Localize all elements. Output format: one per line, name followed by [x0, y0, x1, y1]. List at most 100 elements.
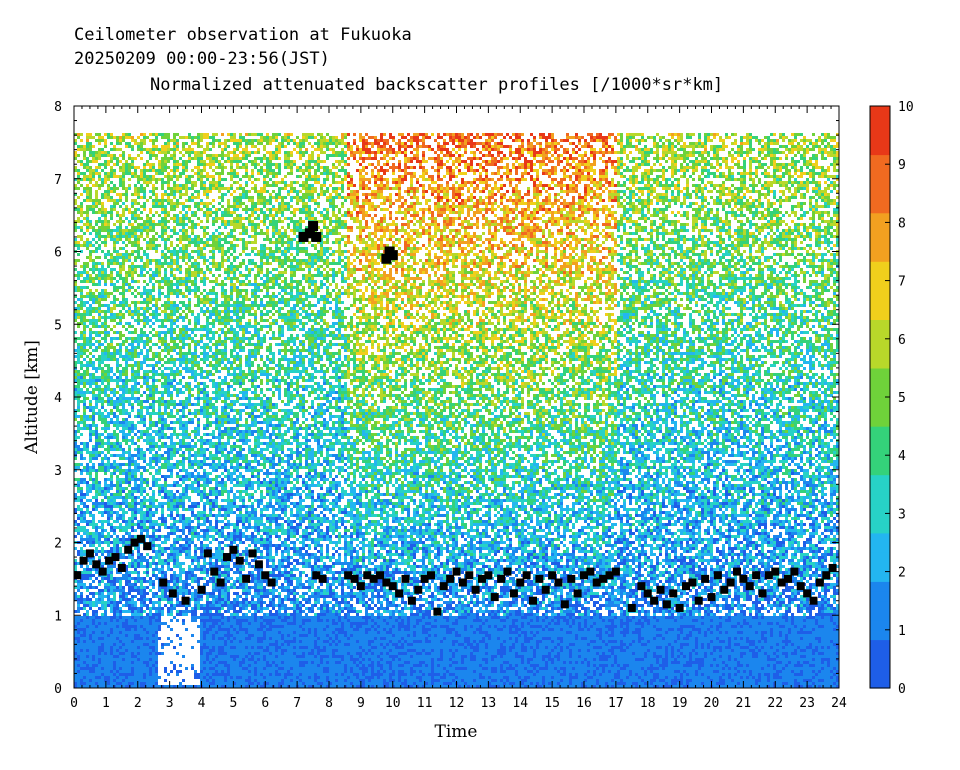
cloud-base-point: [388, 582, 397, 591]
x-tick-label: 4: [198, 696, 206, 711]
x-tick-label: 17: [608, 696, 624, 711]
cloud-base-point: [669, 589, 678, 598]
colorbar-tick-label: 2: [898, 566, 906, 581]
cloud-base-point: [124, 545, 133, 554]
cloud-base-point: [694, 596, 703, 605]
cloud-base-point: [701, 574, 710, 583]
cloud-base-point: [739, 574, 748, 583]
x-tick-label: 16: [576, 696, 592, 711]
colorbar-tick-label: 1: [898, 624, 906, 639]
cloud-base-point: [478, 574, 486, 583]
cloud-base-point: [580, 571, 588, 580]
cloud-base-point: [733, 567, 741, 576]
cloud-base-point: [777, 578, 786, 587]
cloud-base-point: [637, 582, 646, 591]
cloud-base-point: [369, 574, 378, 583]
colorbar-tick-label: 3: [898, 507, 906, 522]
colorbar: 0 1 2 3 4 5 6 7 8 9 10: [869, 100, 914, 697]
x-tick-label: 0: [70, 696, 78, 711]
x-tick-label: 24: [831, 696, 847, 711]
y-tick-label: 5: [54, 318, 62, 333]
colorbar-tick-label: 8: [898, 216, 906, 231]
colorbar-tick-label: 6: [898, 333, 906, 348]
cloud-base-point: [627, 603, 636, 612]
colorbar-tick-label: 7: [898, 275, 906, 290]
cloud-base-point: [573, 589, 582, 598]
cloud-base-point: [713, 571, 722, 580]
cloud-base-point: [567, 574, 576, 583]
cloud-base-point: [318, 574, 327, 583]
x-tick-label: 19: [672, 696, 688, 711]
cloud-base-point: [554, 578, 563, 587]
cloud-base-point: [682, 582, 690, 591]
cloud-base-point: [136, 534, 145, 543]
cloud-base-point: [541, 585, 550, 594]
cloud-base-point: [516, 578, 525, 587]
cloud-base-point: [92, 560, 101, 569]
cloud-base-point: [599, 574, 608, 583]
cloud-base-point: [248, 549, 257, 558]
cloud-base-point: [356, 582, 365, 591]
y-tick-label: 6: [54, 246, 62, 261]
cloud-base-point: [168, 589, 177, 598]
cloud-base-point: [267, 578, 276, 587]
x-tick-label: 10: [385, 696, 401, 711]
x-tick-label: 11: [417, 696, 433, 711]
backscatter-heatmap: 0 1 2 3 4 5 6 7 8 9 10 11 12 13 14 15 16 17 18 19 20 21 22 23 24…: [54, 100, 847, 711]
cloud-base-point: [130, 538, 139, 547]
cloud-base-point: [560, 600, 569, 609]
cloud-base-point: [509, 589, 518, 598]
cloud-base-point: [376, 571, 384, 580]
high-cloud-point: [311, 231, 322, 242]
cloud-base-point: [143, 542, 152, 551]
x-tick-label: 1: [102, 696, 110, 711]
x-tick-label: 13: [481, 696, 497, 711]
cloud-base-point: [535, 574, 544, 583]
x-tick-label: 21: [736, 696, 752, 711]
cloud-base-point: [790, 567, 799, 576]
y-tick-label: 2: [54, 537, 62, 552]
x-tick-label: 22: [767, 696, 783, 711]
cloud-base-point: [235, 556, 244, 565]
cloud-base-point: [74, 571, 82, 580]
x-tick-label: 23: [799, 696, 815, 711]
cloud-base-point: [111, 553, 120, 562]
cloud-base-point: [611, 567, 620, 576]
cloud-base-point: [105, 556, 114, 565]
colorbar-tick-label: 0: [898, 682, 906, 697]
cloud-base-point: [548, 571, 557, 580]
cloud-base-point: [216, 578, 225, 587]
cloud-base-point: [758, 589, 767, 598]
cloud-base-point: [401, 574, 410, 583]
cloud-base-point: [707, 593, 716, 602]
high-cloud-point: [381, 253, 392, 264]
cloud-base-point: [803, 589, 812, 598]
y-tick-label: 4: [54, 391, 62, 406]
cloud-base-point: [223, 553, 231, 562]
heatmap-cells: [74, 133, 839, 688]
cloud-base-point: [98, 567, 107, 576]
cloud-base-point: [605, 571, 614, 580]
cloud-base-point: [458, 578, 467, 587]
cloud-base-point: [796, 582, 805, 591]
x-tick-label: 14: [512, 696, 528, 711]
cloud-base-point: [586, 567, 595, 576]
x-tick-label: 9: [357, 696, 365, 711]
cloud-base-point: [312, 571, 321, 580]
cloud-base-point: [395, 589, 404, 598]
cloud-base-point: [446, 574, 455, 583]
cloud-base-point: [809, 596, 818, 605]
cloud-base-point: [350, 574, 359, 583]
x-tick-label: 8: [325, 696, 333, 711]
cloud-base-point: [344, 571, 353, 580]
cloud-base-point: [363, 571, 372, 580]
cloud-base-point: [529, 596, 537, 605]
colorbar-tick-label: 9: [898, 158, 906, 173]
high-cloud-point: [298, 231, 309, 242]
cloud-base-point: [382, 578, 391, 587]
x-tick-label: 5: [229, 696, 237, 711]
cloud-base-point: [484, 571, 493, 580]
y-tick-label: 1: [54, 609, 62, 624]
y-axis: 0 1 2 3 4 5 6 7 8: [54, 100, 839, 697]
x-tick-label: 18: [640, 696, 656, 711]
